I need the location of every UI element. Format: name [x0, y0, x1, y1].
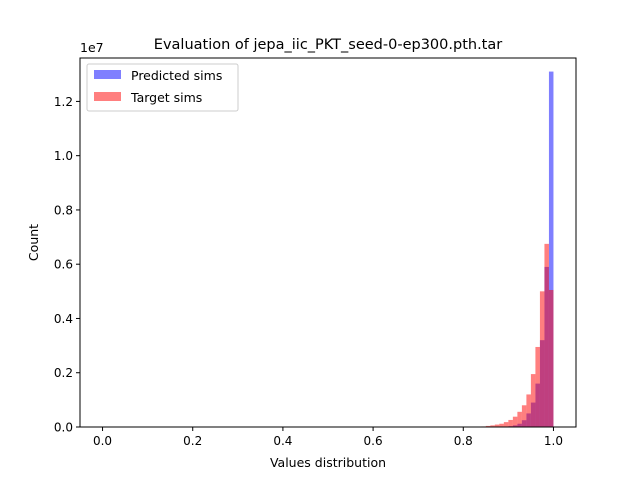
bar-target-2	[490, 425, 495, 427]
bar-target-14	[544, 243, 549, 427]
bar-target-3	[494, 424, 500, 427]
y-multiplier-label: 1e7	[80, 40, 104, 55]
x-tick-label: 0.4	[273, 434, 292, 448]
bar-target-5	[503, 422, 509, 427]
legend-box	[86, 63, 239, 112]
x-axis-label: Values distribution	[270, 455, 386, 470]
y-tick-label: 0.0	[54, 421, 73, 435]
y-tick-label: 0.8	[54, 203, 73, 217]
bar-predicted-15	[548, 71, 554, 427]
legend-label-predicted: Predicted sims	[131, 68, 222, 83]
x-axis-ticks: 0.0 0.2 0.4 0.6 0.8 1.0	[93, 427, 563, 448]
bar-target-8	[517, 411, 522, 427]
y-tick-label: 0.4	[54, 312, 73, 326]
bar-target-4	[499, 423, 504, 427]
legend-swatch-predicted	[94, 70, 121, 79]
chart-title: Evaluation of jepa_iic_PKT_seed-0-ep300.…	[154, 37, 502, 53]
bar-target-10	[526, 394, 531, 427]
x-tick-label: 0.2	[183, 434, 202, 448]
bars-layer	[481, 71, 554, 427]
bar-target-6	[508, 419, 513, 427]
x-tick-label: 1.0	[544, 434, 563, 448]
x-tick-label: 0.8	[454, 434, 473, 448]
legend-swatch-target	[94, 92, 121, 101]
bar-target-9	[521, 405, 527, 427]
bar-target-7	[512, 416, 518, 427]
bar-target-15	[548, 289, 554, 427]
x-tick-label: 0.0	[93, 434, 112, 448]
y-tick-label: 0.2	[54, 366, 73, 380]
plot-frame	[79, 57, 577, 428]
x-tick-label: 0.6	[364, 434, 383, 448]
bar-target-1	[485, 425, 491, 427]
y-tick-label: 0.6	[54, 258, 73, 272]
legend: Predicted sims Target sims	[86, 63, 239, 112]
y-tick-label: 1.2	[54, 95, 73, 109]
bar-target-11	[530, 374, 536, 427]
y-axis-ticks: 0.0 0.2 0.4 0.6 0.8 1.0 1.2	[54, 95, 80, 435]
legend-label-target: Target sims	[130, 90, 202, 105]
y-axis-label: Count	[26, 224, 41, 261]
bar-target-13	[539, 291, 545, 427]
y-tick-label: 1.0	[54, 149, 73, 163]
bar-target-12	[535, 346, 540, 427]
